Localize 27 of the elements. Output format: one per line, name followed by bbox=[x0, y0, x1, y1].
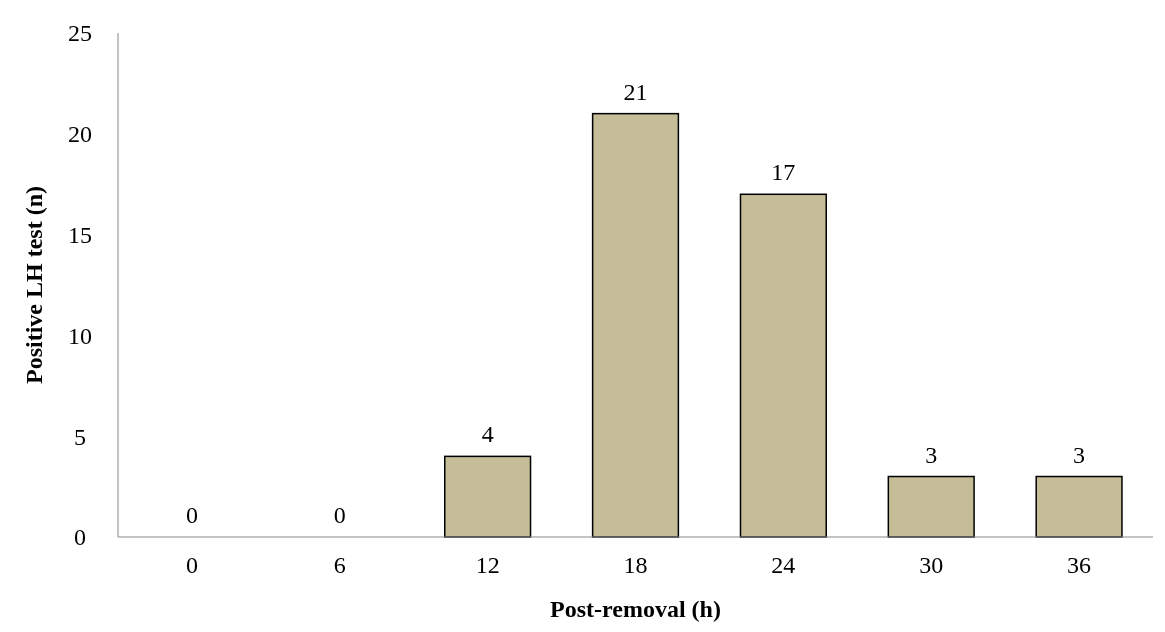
data-label: 21 bbox=[623, 78, 648, 105]
y-tick-label: 0 bbox=[74, 524, 86, 551]
x-axis-title: Post-removal (h) bbox=[550, 596, 721, 622]
y-axis-title: Positive LH test (n) bbox=[21, 186, 47, 384]
data-label: 3 bbox=[925, 441, 938, 468]
y-tick-label: 10 bbox=[68, 322, 92, 349]
data-label: 3 bbox=[1073, 441, 1086, 468]
data-label: 17 bbox=[771, 159, 796, 186]
bar bbox=[444, 455, 532, 538]
x-tick-label: 0 bbox=[185, 552, 198, 578]
x-tick-label: 18 bbox=[623, 552, 648, 578]
x-tick-label: 36 bbox=[1067, 552, 1092, 578]
x-tick-label: 12 bbox=[475, 552, 500, 578]
data-label: 0 bbox=[333, 502, 346, 528]
data-label: 0 bbox=[185, 502, 198, 528]
data-label: 4 bbox=[481, 421, 494, 448]
y-tick-label: 25 bbox=[68, 20, 92, 47]
x-tick-label: 24 bbox=[771, 552, 796, 578]
x-tick-label: 6 bbox=[333, 552, 346, 578]
x-tick-label: 30 bbox=[919, 552, 944, 578]
bar bbox=[1035, 475, 1123, 538]
bar bbox=[591, 112, 680, 538]
y-tick-label: 15 bbox=[68, 222, 92, 248]
y-tick-label: 20 bbox=[68, 121, 92, 148]
y-tick-label: 5 bbox=[74, 423, 86, 450]
bar bbox=[739, 193, 827, 538]
bar bbox=[887, 475, 975, 538]
